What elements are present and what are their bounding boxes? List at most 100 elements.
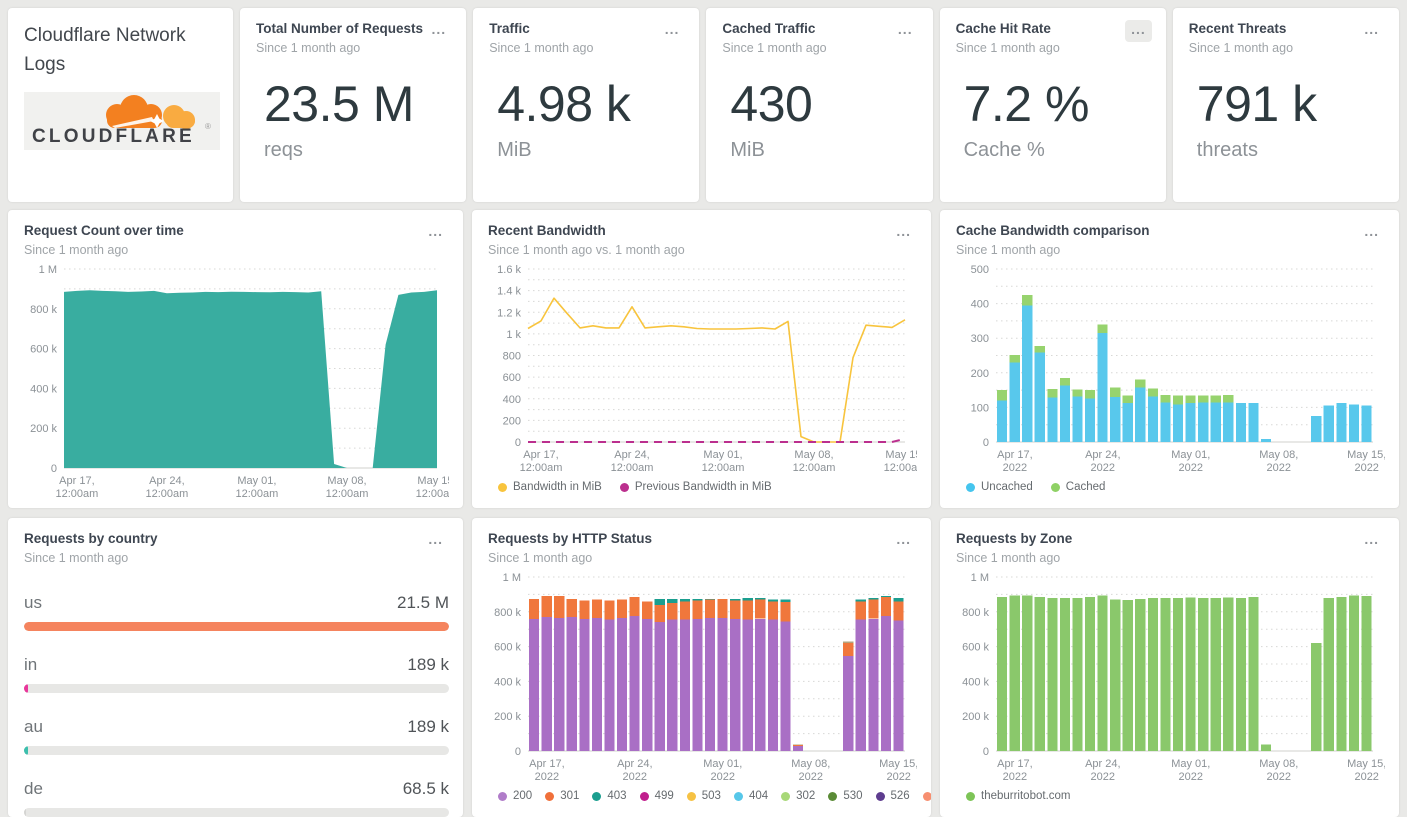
svg-text:May 01,2022: May 01, 2022 xyxy=(1171,758,1210,783)
panel-subtitle: Since 1 month ago xyxy=(488,550,593,565)
svg-text:400 k: 400 k xyxy=(494,676,521,688)
legend-item[interactable]: 530 xyxy=(828,790,863,802)
stat-panel-cache-hit-rate: Cache Hit Rate Since 1 month ago ... 7.2… xyxy=(939,8,1166,202)
legend-item[interactable]: Uncached xyxy=(966,481,1033,493)
svg-text:1 M: 1 M xyxy=(39,264,57,276)
panel-subtitle: Since 1 month ago xyxy=(256,40,361,55)
panel-menu-icon[interactable]: ... xyxy=(1364,223,1379,239)
svg-text:1.4 k: 1.4 k xyxy=(497,285,521,297)
stat-value: 430 xyxy=(730,75,813,132)
svg-text:200 k: 200 k xyxy=(962,711,989,723)
legend-dot-icon xyxy=(498,482,507,492)
legend-dot-icon xyxy=(966,482,975,492)
legend-item[interactable]: theburritobot.com xyxy=(966,790,1071,802)
legend-dot-icon xyxy=(545,791,555,801)
svg-text:Apr 17,2022: Apr 17, 2022 xyxy=(529,758,564,783)
svg-text:May 01,2022: May 01, 2022 xyxy=(703,758,742,783)
chart-row-2: Requests by country Since 1 month ago ..… xyxy=(8,518,1399,817)
legend-item[interactable]: 301 xyxy=(545,790,579,802)
panel-requests-zone: Requests by Zone Since 1 month ago ... 0… xyxy=(940,518,1399,817)
svg-text:500: 500 xyxy=(971,264,989,276)
stat-unit: MiB xyxy=(497,138,532,161)
legend-dot-icon xyxy=(733,791,743,801)
legend-item[interactable]: Cached xyxy=(1050,481,1105,493)
panel-subtitle: Since 1 month ago xyxy=(24,550,129,565)
svg-text:Apr 17,2022: Apr 17, 2022 xyxy=(997,449,1032,474)
cloudflare-logo-image: CLOUDFLARE ® xyxy=(24,92,220,150)
svg-text:600: 600 xyxy=(503,372,521,384)
legend-item[interactable]: 403 xyxy=(592,790,627,802)
country-row: us 21.5 M xyxy=(24,593,449,631)
country-bar-fill xyxy=(24,621,449,631)
request-count-chart: 0 200 k 400 k 600 k 800 k 1 M Apr 17, 12:00am Ap… xyxy=(24,261,458,500)
svg-text:600 k: 600 k xyxy=(494,641,521,653)
country-code: au xyxy=(24,716,43,736)
svg-text:Apr 24,12:00am: Apr 24, 12:00am xyxy=(611,449,654,474)
panel-menu-icon[interactable]: ... xyxy=(1364,21,1379,37)
svg-text:800: 800 xyxy=(503,350,521,362)
country-row: de 68.5 k xyxy=(24,779,449,817)
legend-dot-icon xyxy=(828,791,838,801)
legend-dot-icon xyxy=(922,791,931,801)
svg-text:May 01,2022: May 01, 2022 xyxy=(1171,449,1210,474)
svg-text:800 k: 800 k xyxy=(30,303,57,315)
country-bar-track xyxy=(24,745,449,755)
svg-text:200: 200 xyxy=(971,367,989,379)
legend-dot-icon xyxy=(498,791,507,801)
panel-title: Cached Traffic xyxy=(722,21,816,36)
legend-dot-icon xyxy=(966,791,975,801)
legend-item[interactable]: 524 xyxy=(922,790,931,802)
panel-menu-icon[interactable]: ... xyxy=(431,21,447,37)
legend-dot-icon xyxy=(686,791,696,801)
svg-text:Apr 24,12:00am: Apr 24, 12:00am xyxy=(145,475,188,500)
svg-text:1 M: 1 M xyxy=(503,572,521,584)
country-bar-track xyxy=(24,621,449,631)
legend-dot-icon xyxy=(781,791,791,801)
stat-unit: MiB xyxy=(730,138,765,161)
legend-label: 503 xyxy=(701,790,721,802)
country-request-count: 189 k xyxy=(407,716,449,736)
panel-menu-icon[interactable]: ... xyxy=(897,21,913,37)
stat-panel-traffic: Traffic Since 1 month ago ... 4.98 k MiB xyxy=(473,8,700,202)
svg-text:May 15,12:00am: May 15,12:00am xyxy=(416,475,449,500)
legend-item[interactable]: 499 xyxy=(639,790,674,802)
legend-item[interactable]: 302 xyxy=(781,790,815,802)
legend-dot-icon xyxy=(1050,482,1060,492)
country-bar-track xyxy=(24,807,449,817)
recent-bandwidth-chart: 0 200 400 600 800 1 k 1.2 k 1.4 k 1.6 k Apr 17, 12… xyxy=(488,261,926,474)
legend-label: 302 xyxy=(796,790,816,802)
svg-text:1 k: 1 k xyxy=(506,328,521,340)
requests-zone-chart: 0 200 k 400 k 600 k 800 k 1 M Apr 17, 2022 Apr 2… xyxy=(956,569,1386,783)
legend-item[interactable]: Bandwidth in MiB xyxy=(498,481,602,493)
panel-menu-icon[interactable]: ... xyxy=(428,531,443,547)
panel-menu-icon[interactable]: ... xyxy=(1125,20,1152,42)
legend-item[interactable]: 526 xyxy=(875,790,910,802)
panel-subtitle: Since 1 month ago xyxy=(955,40,1060,55)
cloudflare-logo-text: CLOUDFLARE xyxy=(32,126,195,147)
legend-item[interactable]: 503 xyxy=(686,790,721,802)
panel-requests-country: Requests by country Since 1 month ago ..… xyxy=(8,518,463,817)
registered-mark: ® xyxy=(205,122,211,131)
chart-legend: Bandwidth in MiB Previous Bandwidth in Mi… xyxy=(488,474,917,500)
panel-http-status: Requests by HTTP Status Since 1 month ag… xyxy=(472,518,931,817)
svg-text:600 k: 600 k xyxy=(30,343,57,355)
legend-label: Uncached xyxy=(981,481,1033,493)
svg-text:0: 0 xyxy=(515,746,521,758)
panel-menu-icon[interactable]: ... xyxy=(1364,531,1379,547)
legend-item[interactable]: 200 xyxy=(498,790,532,802)
panel-request-count: Request Count over time Since 1 month ag… xyxy=(8,210,463,508)
panel-subtitle: Since 1 month ago xyxy=(722,40,827,55)
panel-cache-bandwidth: Cache Bandwidth comparison Since 1 month… xyxy=(940,210,1399,508)
panel-title: Total Number of Requests xyxy=(256,21,424,36)
stat-row: Cloudflare Network Logs xyxy=(8,8,1399,202)
legend-item[interactable]: Previous Bandwidth in MiB xyxy=(619,481,772,493)
svg-text:Apr 17,12:00am: Apr 17, 12:00am xyxy=(55,475,98,500)
svg-text:300: 300 xyxy=(971,333,989,345)
legend-item[interactable]: 404 xyxy=(733,790,768,802)
country-request-count: 189 k xyxy=(407,654,449,674)
panel-menu-icon[interactable]: ... xyxy=(896,531,911,547)
panel-menu-icon[interactable]: ... xyxy=(664,21,680,37)
svg-text:200 k: 200 k xyxy=(494,711,521,723)
panel-menu-icon[interactable]: ... xyxy=(428,223,443,239)
panel-menu-icon[interactable]: ... xyxy=(896,223,911,239)
